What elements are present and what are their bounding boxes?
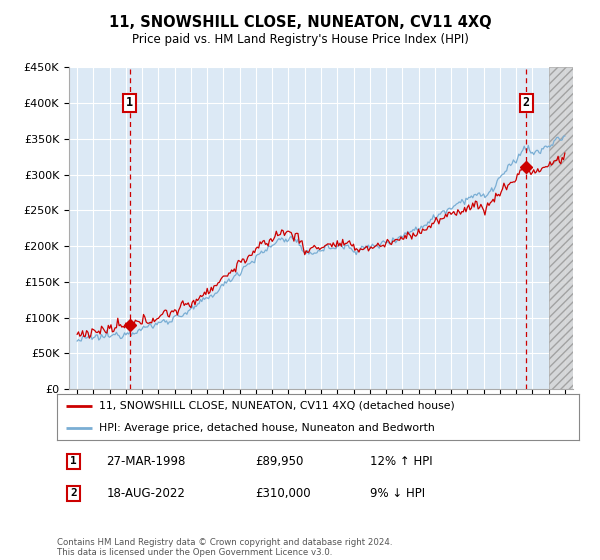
Text: £310,000: £310,000 xyxy=(256,487,311,500)
Text: 2: 2 xyxy=(70,488,77,498)
Text: 1: 1 xyxy=(70,456,77,466)
Text: £89,950: £89,950 xyxy=(256,455,304,468)
Text: 18-AUG-2022: 18-AUG-2022 xyxy=(107,487,185,500)
Bar xyxy=(548,67,573,389)
Text: 11, SNOWSHILL CLOSE, NUNEATON, CV11 4XQ: 11, SNOWSHILL CLOSE, NUNEATON, CV11 4XQ xyxy=(109,15,491,30)
Text: 27-MAR-1998: 27-MAR-1998 xyxy=(107,455,186,468)
Text: 1: 1 xyxy=(126,96,133,109)
Text: 2: 2 xyxy=(523,96,530,109)
Text: 11, SNOWSHILL CLOSE, NUNEATON, CV11 4XQ (detached house): 11, SNOWSHILL CLOSE, NUNEATON, CV11 4XQ … xyxy=(99,400,455,410)
Text: Price paid vs. HM Land Registry's House Price Index (HPI): Price paid vs. HM Land Registry's House … xyxy=(131,32,469,46)
Text: 9% ↓ HPI: 9% ↓ HPI xyxy=(370,487,425,500)
Text: Contains HM Land Registry data © Crown copyright and database right 2024.
This d: Contains HM Land Registry data © Crown c… xyxy=(57,538,392,557)
Text: 12% ↑ HPI: 12% ↑ HPI xyxy=(370,455,433,468)
Text: HPI: Average price, detached house, Nuneaton and Bedworth: HPI: Average price, detached house, Nune… xyxy=(99,423,434,433)
